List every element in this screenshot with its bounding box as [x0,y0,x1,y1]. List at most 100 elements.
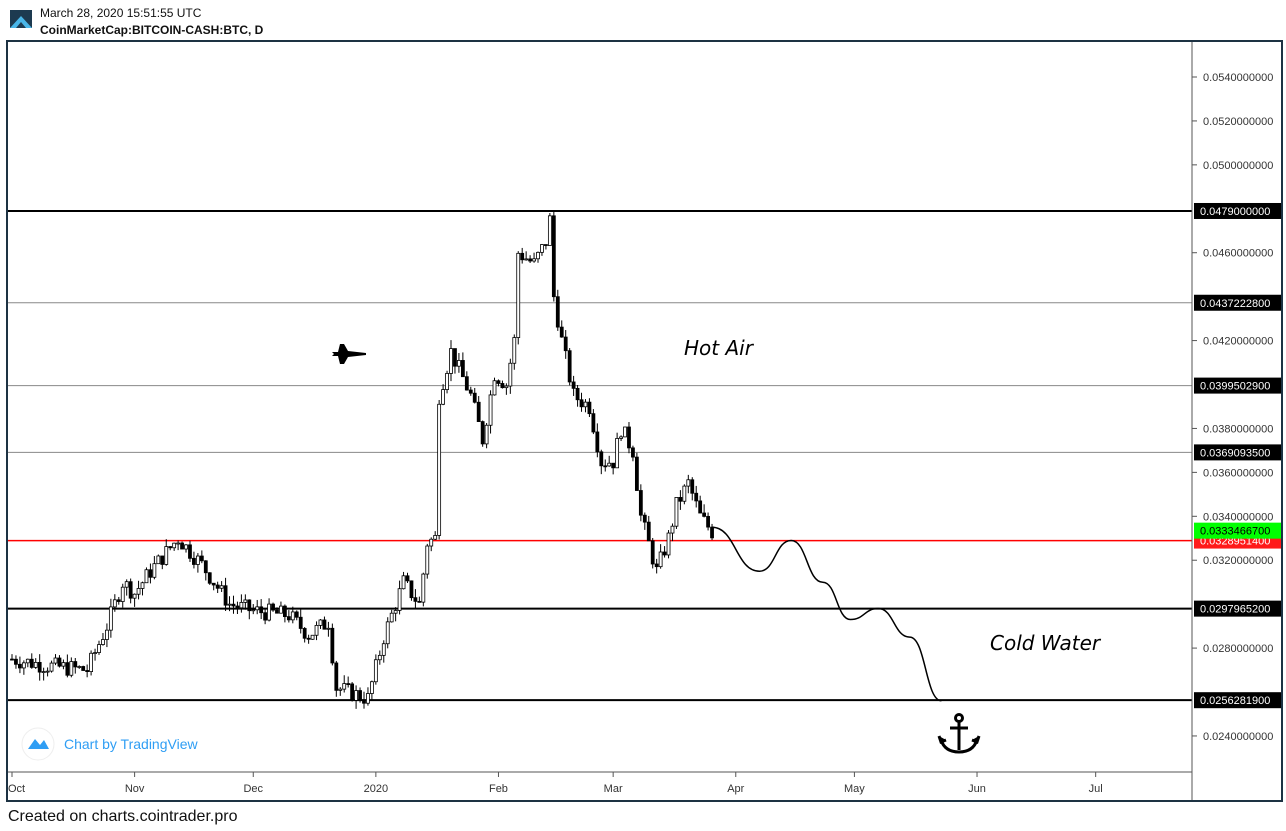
candle-body [385,621,390,645]
price-tag [1194,377,1281,394]
candle-body [532,258,536,262]
candle-body [290,611,295,621]
candle-body [690,479,695,494]
candle-body [199,555,204,562]
y-tick-label: 0.0500000000 [1203,160,1273,172]
candle-body [472,392,477,403]
candle-body [528,258,533,262]
candle-body [389,612,394,623]
candle-body [192,557,196,565]
candle-body [567,350,572,383]
candle-body [243,599,248,603]
x-tick-label: Apr [727,783,744,795]
y-tick-label: 0.0520000000 [1203,116,1273,128]
candle-body [322,619,327,630]
candle-body [18,663,22,669]
candle-body [654,563,659,568]
candle-body [132,593,137,599]
tradingview-label: Chart by TradingView [64,736,198,752]
y-tick-label: 0.0420000000 [1203,336,1273,348]
candle-body [77,666,82,668]
price-axis[interactable]: 0.0540000000 0.0520000000 0.0500000000 0.04… [1192,72,1273,743]
candle-body [310,634,315,640]
candle-body [144,569,149,584]
y-tick-label: 0.0360000000 [1203,467,1273,479]
price-tag-label: 0.0297965200 [1200,604,1270,616]
candle-body [21,662,26,669]
candle-body [413,597,418,602]
candle-body [595,431,600,453]
candle-body [267,603,271,621]
price-chart[interactable]: Hot Air Cold Water Chart by TradingView … [8,42,1281,800]
candle-body [468,389,473,394]
candle-body [682,485,687,502]
snapshot-date: March 28, 2020 15:51:55 UTC [40,6,202,20]
tradingview-badge[interactable]: Chart by TradingView [21,727,198,761]
cointrader-logo-icon [10,10,32,28]
candle-body [670,525,675,534]
jet-icon [332,344,366,364]
candle-body [698,500,703,514]
candle-body [25,658,30,664]
candle-body [227,603,232,606]
price-tag [1194,522,1281,539]
candle-body [140,582,145,589]
candle-body [694,492,699,502]
candle-body [650,540,655,565]
candle-body [393,610,398,614]
candle-body [504,385,509,389]
candle-body [65,662,70,676]
price-tag-label: 0.0479000000 [1200,206,1270,218]
candle-body [544,244,548,246]
candle-body [180,542,184,550]
candle-body [69,661,74,676]
x-tick-label: May [844,783,865,795]
candle-body [282,605,287,618]
candle-body [334,662,339,691]
candle-body [547,215,552,246]
candle-body [338,688,343,691]
candle-body [168,546,173,549]
candle-body [591,413,596,433]
x-tick-label: 2020 [364,783,388,795]
candle-body [619,436,623,439]
time-axis[interactable]: Oct Nov Dec 2020 Feb Mar Apr May Jun Jul [8,772,1103,795]
candle-body [437,403,442,536]
candle-body [441,389,445,405]
candle-body [14,658,18,665]
candle-body [235,605,240,609]
candle-body [397,588,402,611]
y-tick-label: 0.0380000000 [1203,423,1273,435]
candle-body [81,666,86,671]
candle-body [370,681,374,694]
candle-body [662,551,667,556]
candle-body [551,215,556,298]
candle-body [457,360,461,367]
candle-body [128,581,133,599]
candle-body [116,599,121,602]
hot-air-label: Hot Air [684,336,755,360]
candle-body [33,662,38,668]
candle-body [623,426,627,438]
candle-body [449,348,453,374]
candle-body [678,497,683,502]
candle-body [97,644,101,653]
x-tick-label: Dec [243,783,263,795]
candle-body [536,251,540,260]
candle-body [286,616,291,621]
candle-body [85,670,90,672]
candle-body [160,555,165,565]
candle-body [37,662,42,673]
candle-body [124,581,129,588]
candle-body [627,426,631,449]
candle-body [706,515,710,528]
candle-body [302,628,307,639]
candle-body [492,380,497,396]
candle-body [658,551,663,568]
candle-body [520,252,525,261]
candle-body [563,336,568,352]
candle-body [259,606,264,614]
candle-body [484,424,489,445]
candle-body [488,394,493,426]
candle-body [611,462,616,469]
